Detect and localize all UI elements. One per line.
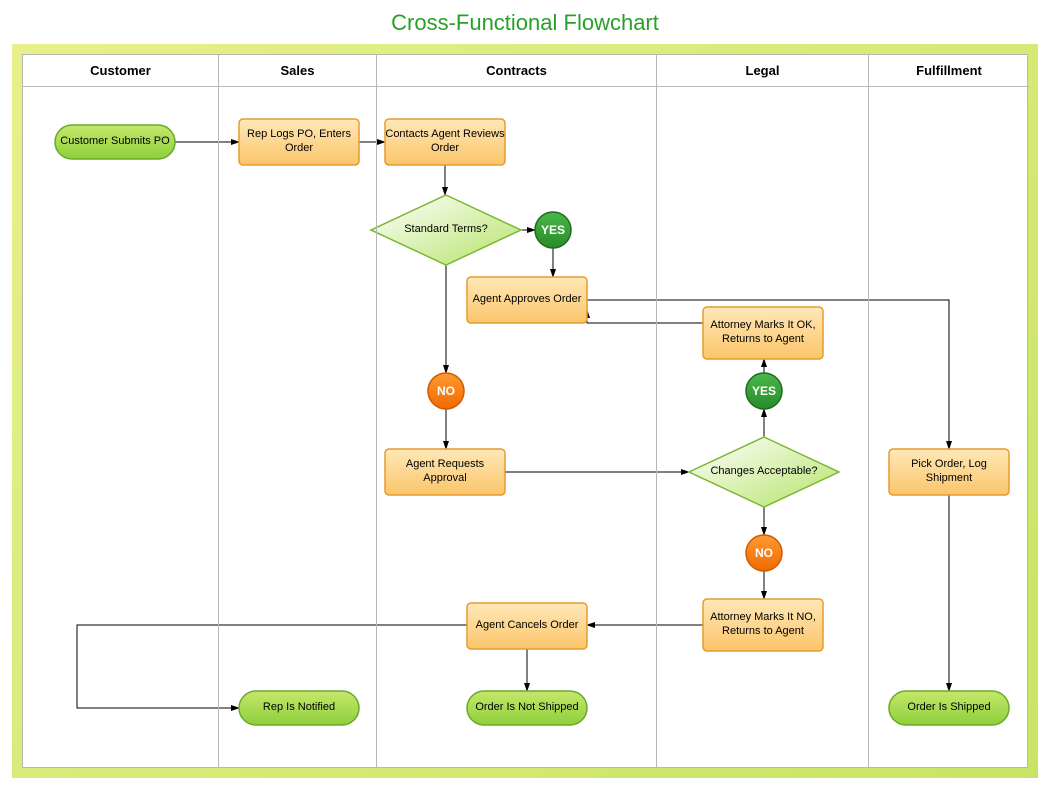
node-no2	[746, 535, 782, 571]
lane-header-sales: Sales	[219, 55, 377, 87]
chart-title: Cross-Functional Flowchart	[0, 0, 1050, 42]
lane-divider	[656, 87, 657, 767]
node-pick	[889, 449, 1009, 495]
node-notship	[467, 691, 587, 725]
node-attno	[703, 599, 823, 651]
node-no1	[428, 373, 464, 409]
lane-header-contracts: Contracts	[377, 55, 657, 87]
node-repnote	[239, 691, 359, 725]
node-approve	[467, 277, 587, 323]
node-shipped	[889, 691, 1009, 725]
node-yes1	[535, 212, 571, 248]
node-start	[55, 125, 175, 159]
node-request	[385, 449, 505, 495]
node-std	[371, 195, 521, 265]
node-reporder	[239, 119, 359, 165]
lane-divider	[868, 87, 869, 767]
node-cancel	[467, 603, 587, 649]
node-yes2	[746, 373, 782, 409]
lane-header-legal: Legal	[657, 55, 869, 87]
lane-divider	[376, 87, 377, 767]
flowchart-svg	[23, 55, 1029, 769]
lane-header-fulfillment: Fulfillment	[869, 55, 1029, 87]
swimlane-canvas: CustomerSalesContractsLegalFulfillmentCu…	[22, 54, 1028, 768]
nodes-group	[55, 119, 1009, 725]
node-review	[385, 119, 505, 165]
node-changes	[689, 437, 839, 507]
edge-attok-approve	[587, 310, 703, 323]
node-attok	[703, 307, 823, 359]
outer-frame: CustomerSalesContractsLegalFulfillmentCu…	[12, 44, 1038, 778]
lane-divider	[218, 87, 219, 767]
lane-header-customer: Customer	[23, 55, 219, 87]
